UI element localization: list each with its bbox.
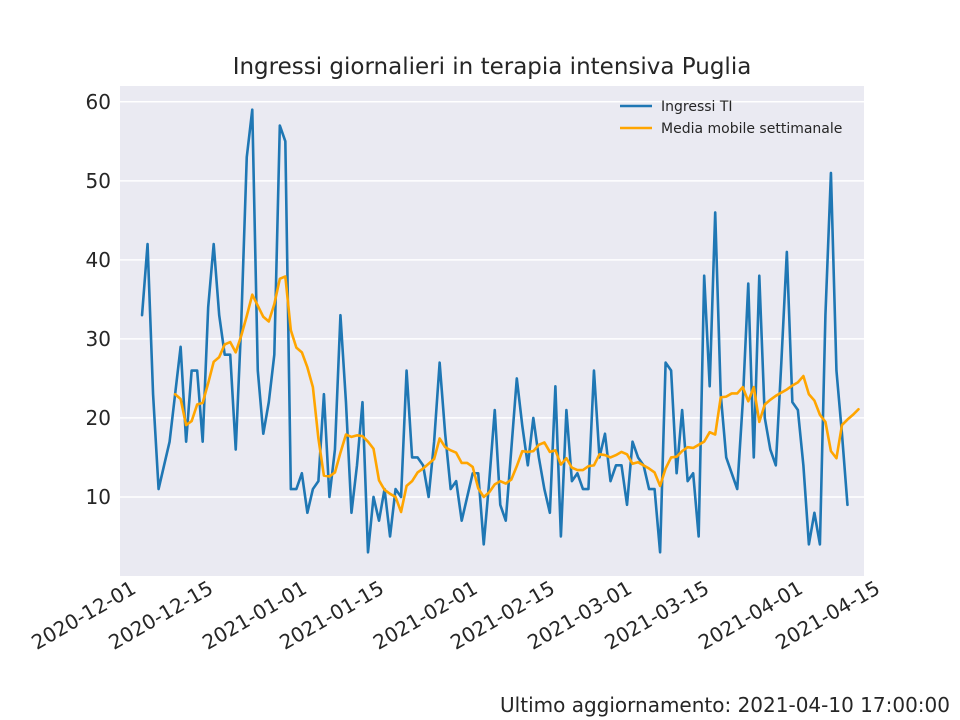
legend: Ingressi TI Media mobile settimanale [620, 99, 842, 137]
y-tick-label: 50 [86, 169, 111, 193]
series-lines [140, 108, 860, 554]
series-line-1 [140, 108, 849, 554]
series-line-2 [173, 275, 860, 514]
legend-label: Media mobile settimanale [661, 121, 842, 137]
y-tick-label: 40 [86, 248, 111, 272]
y-tick-label: 60 [86, 90, 111, 114]
y-axis-ticks: 10 20 30 40 50 60 [86, 90, 111, 509]
plot-area [120, 86, 864, 576]
x-axis-ticks: 2020-12-012020-12-152021-01-012021-01-15… [27, 576, 884, 655]
chart-title: Ingressi giornalieri in terapia intensiv… [233, 54, 752, 80]
last-update-text: Ultimo aggiornamento: 2021-04-10 17:00:0… [500, 693, 950, 717]
y-tick-label: 30 [86, 327, 111, 351]
y-tick-label: 20 [86, 406, 111, 430]
y-tick-label: 10 [86, 485, 111, 509]
legend-label: Ingressi TI [661, 99, 733, 115]
